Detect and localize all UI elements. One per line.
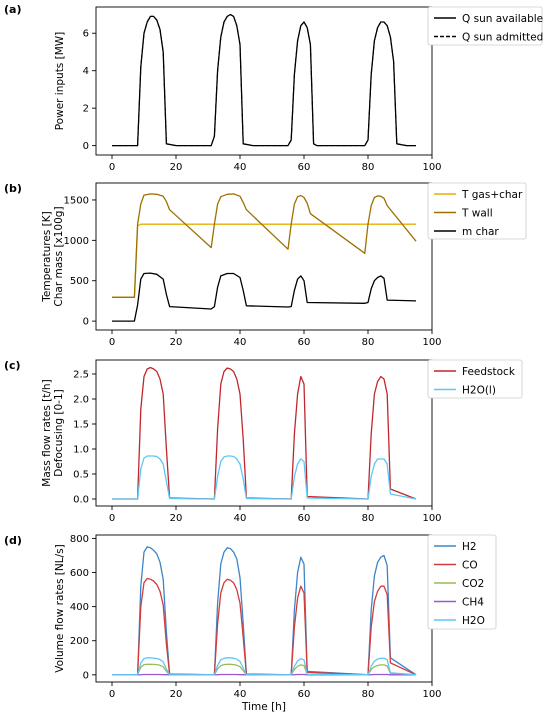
- y-tick-label: 2.0: [73, 395, 89, 406]
- x-axis-label: Time [h]: [241, 701, 286, 713]
- series-line-2: [112, 193, 417, 298]
- legend-label: CO: [462, 560, 478, 572]
- legend-label: H2O(l): [462, 385, 496, 397]
- panel-1: (a) 0 20 40 60 80 100 0 2 4 6 Power inputs [MW] Q su…: [4, 3, 543, 173]
- legend-label: H2O: [462, 615, 485, 627]
- legend-label: m char: [462, 226, 499, 238]
- x-tick-label: 40: [234, 337, 247, 348]
- y-tick-label: 1.5: [73, 420, 89, 431]
- x-tick-label: 80: [362, 689, 375, 700]
- panel-letter: (a): [4, 3, 21, 16]
- y-tick-label: 2: [83, 104, 89, 115]
- x-tick-label: 0: [109, 337, 115, 348]
- y-axis-label: Volume flow rates [NL/s]: [54, 544, 66, 672]
- x-tick-label: 40: [234, 162, 247, 173]
- series-line-1: [112, 546, 417, 676]
- legend-label: T gas+char: [461, 189, 523, 201]
- legend-label: H2: [462, 541, 477, 553]
- axes-frame: [95, 359, 433, 507]
- legend-label: CO2: [462, 578, 484, 590]
- series-line-1: [112, 223, 416, 298]
- panel-4: (d) 0 20 40 60 80 100 0 200 400 600 800 Volume flow …: [4, 534, 497, 713]
- x-tick-label: 20: [170, 689, 183, 700]
- x-tick-label: 20: [170, 162, 183, 173]
- x-tick-label: 0: [109, 513, 115, 524]
- y-tick-label: 500: [70, 276, 89, 287]
- y-tick-label: 1.0: [73, 445, 89, 456]
- legend-label: Feedstock: [462, 366, 516, 378]
- series-line-1: [112, 13, 416, 147]
- panel-letter: (b): [4, 182, 22, 195]
- y-axis-label: Power inputs [MW]: [54, 32, 66, 131]
- x-tick-label: 80: [362, 337, 375, 348]
- x-tick-label: 60: [298, 162, 311, 173]
- x-tick-label: 20: [170, 513, 183, 524]
- series-line-1: [112, 366, 417, 500]
- y-tick-label: 0: [83, 317, 89, 328]
- x-tick-label: 0: [109, 162, 115, 173]
- y-tick-label: 2.5: [73, 370, 89, 381]
- series-line-2: [112, 455, 417, 500]
- x-tick-label: 40: [234, 689, 247, 700]
- x-tick-label: 100: [422, 513, 441, 524]
- legend: H2 CO CO2 CH4 H2O: [427, 534, 497, 630]
- y-axis-label: Mass flow rates [t/h]: [41, 379, 53, 486]
- x-tick-label: 100: [422, 337, 441, 348]
- y-tick-label: 0.0: [73, 495, 89, 506]
- series-line-3: [112, 663, 417, 676]
- x-tick-label: 100: [422, 162, 441, 173]
- panel-letter: (c): [4, 359, 21, 372]
- panel-letter: (d): [4, 534, 22, 547]
- y-axis-label: Char mass [x100g]: [53, 206, 65, 306]
- x-tick-label: 20: [170, 337, 183, 348]
- legend-label: T wall: [461, 208, 493, 220]
- axes-frame: [95, 6, 433, 156]
- legend: Feedstock H2O(l): [427, 359, 523, 399]
- x-tick-label: 0: [109, 689, 115, 700]
- y-tick-label: 1000: [64, 236, 89, 247]
- series-line-2: [112, 577, 417, 676]
- panel-3: (c) 0 20 40 60 80 100 0.0 0.5 1.0 1.5 2.0 2.5 Mass fl…: [4, 359, 523, 524]
- panel-2: (b)0 20 40 60 80 100050010001500Temperatures …: [4, 182, 527, 348]
- y-tick-label: 400: [70, 602, 89, 613]
- y-axis-label: Defocusing [0-1]: [53, 389, 65, 476]
- x-tick-label: 100: [422, 689, 441, 700]
- series-line-3: [112, 272, 417, 322]
- x-tick-label: 40: [234, 513, 247, 524]
- series-line-5: [112, 657, 417, 676]
- y-tick-label: 200: [70, 636, 89, 647]
- y-tick-label: 0: [83, 670, 89, 681]
- legend-box: [427, 534, 497, 630]
- axes-frame: [95, 182, 433, 331]
- legend-box: [427, 182, 527, 240]
- x-tick-label: 60: [298, 513, 311, 524]
- legend-label: Q sun available: [462, 13, 543, 25]
- x-tick-label: 80: [362, 162, 375, 173]
- x-tick-label: 60: [298, 337, 311, 348]
- series-line-2: [112, 13, 416, 147]
- y-tick-label: 0: [83, 141, 89, 152]
- y-tick-label: 4: [83, 66, 89, 77]
- legend-label: Q sun admitted: [462, 32, 543, 44]
- legend-label: CH4: [462, 597, 484, 609]
- y-tick-label: 1500: [64, 195, 89, 206]
- legend: Q sun available Q sun admitted: [427, 6, 543, 46]
- x-tick-label: 80: [362, 513, 375, 524]
- y-axis-label: Temperatures [K]: [41, 211, 53, 302]
- x-tick-label: 60: [298, 689, 311, 700]
- legend: T gas+char T wall m char: [427, 182, 527, 240]
- y-tick-label: 600: [70, 568, 89, 579]
- y-tick-label: 0.5: [73, 470, 89, 481]
- y-tick-label: 6: [83, 29, 89, 40]
- legend-box: [427, 359, 523, 399]
- legend-box: [427, 6, 543, 46]
- y-tick-label: 800: [70, 534, 89, 545]
